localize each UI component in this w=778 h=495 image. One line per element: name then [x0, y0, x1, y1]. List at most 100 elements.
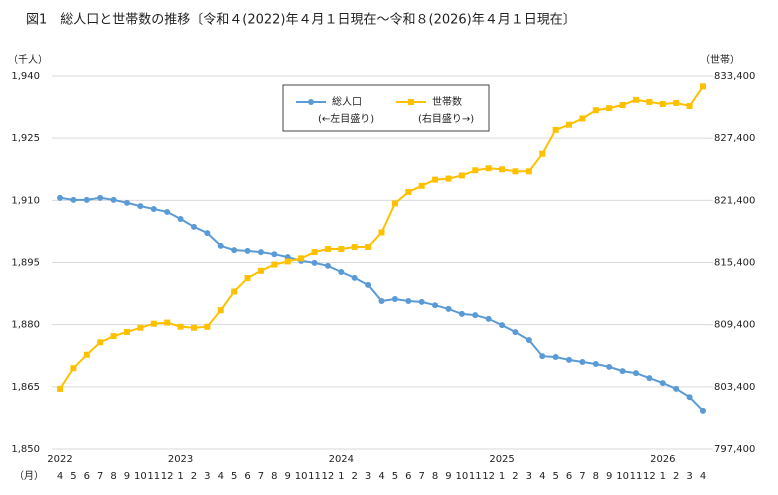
x-tick-label: 4 [57, 471, 63, 482]
year-label: 2023 [168, 454, 193, 465]
marker [405, 189, 412, 196]
marker [324, 262, 331, 269]
y2-tick-label: 797,400 [714, 444, 755, 455]
marker [458, 172, 465, 179]
marker [539, 353, 546, 360]
marker [244, 247, 251, 254]
marker [110, 196, 117, 203]
x-tick-label: 11 [469, 471, 482, 482]
marker [606, 105, 613, 112]
x-tick-label: 5 [70, 471, 76, 482]
marker [472, 167, 479, 174]
marker [633, 96, 640, 103]
marker [271, 251, 278, 258]
legend-note: (←左目盛り) [318, 112, 374, 125]
x-tick-label: 2 [512, 471, 518, 482]
marker [485, 165, 492, 172]
marker [418, 182, 425, 189]
marker [177, 323, 184, 330]
legend-marker [408, 99, 414, 105]
y2-unit: （世帯） [700, 53, 740, 66]
y-tick-label: 1,850 [11, 444, 40, 455]
marker [338, 246, 345, 253]
y2-tick-label: 833,400 [714, 71, 755, 82]
x-tick-label: 8 [432, 471, 438, 482]
legend-label: 総人口 [332, 95, 362, 108]
marker [673, 99, 680, 106]
marker [311, 259, 318, 266]
marker [512, 329, 519, 336]
x-tick-label: 10 [295, 471, 308, 482]
marker [97, 339, 104, 346]
marker [659, 100, 666, 107]
x-tick-label: 3 [365, 471, 371, 482]
marker [686, 103, 693, 110]
legend-marker [308, 99, 314, 105]
legend-note: (右目盛り→) [418, 112, 474, 125]
marker [525, 168, 532, 175]
marker [298, 255, 305, 262]
marker [499, 166, 506, 173]
y2-tick-label: 809,400 [714, 320, 755, 331]
marker [70, 365, 77, 372]
marker [150, 206, 157, 213]
x-tick-label: 9 [124, 471, 130, 482]
marker [472, 312, 479, 319]
marker [391, 295, 398, 302]
x-tick-label: 1 [660, 471, 666, 482]
x-unit: （月） [14, 470, 44, 482]
marker [57, 194, 63, 201]
marker [70, 196, 77, 203]
x-tick-label: 4 [539, 471, 545, 482]
marker [83, 196, 90, 203]
marker [432, 302, 439, 309]
year-label: 2024 [329, 454, 354, 465]
y-unit: （千人） [8, 54, 48, 66]
marker [190, 324, 197, 331]
x-tick-label: 3 [686, 471, 692, 482]
marker [378, 298, 385, 305]
marker [57, 385, 63, 392]
y-tick-label: 1,925 [11, 133, 40, 144]
marker [137, 203, 144, 210]
marker [231, 288, 238, 295]
marker [351, 243, 358, 250]
year-label: 2026 [650, 454, 675, 465]
marker [566, 121, 573, 128]
x-tick-label: 4 [378, 471, 384, 482]
marker [257, 267, 264, 274]
marker [365, 281, 372, 288]
marker [633, 370, 640, 377]
marker [217, 242, 224, 249]
marker [204, 323, 211, 330]
y2-tick-label: 821,400 [714, 195, 755, 206]
marker [405, 298, 412, 305]
x-tick-label: 12 [643, 471, 656, 482]
x-tick-label: 7 [579, 471, 585, 482]
marker [512, 168, 519, 175]
legend-box [282, 84, 490, 132]
chart-title: 図1 総人口と世帯数の推移〔令和４(2022)年４月１日現在～令和８(2026)… [26, 13, 576, 28]
x-tick-label: 1 [499, 471, 505, 482]
marker [164, 319, 171, 326]
x-tick-label: 4 [700, 471, 706, 482]
year-label: 2025 [489, 454, 514, 465]
marker [606, 363, 613, 370]
marker [391, 200, 398, 207]
x-tick-label: 8 [593, 471, 599, 482]
marker [137, 324, 144, 331]
marker [579, 115, 586, 122]
x-tick-label: 5 [231, 471, 237, 482]
marker [338, 269, 345, 276]
x-tick-label: 9 [285, 471, 291, 482]
x-tick-label: 5 [552, 471, 558, 482]
x-tick-label: 1 [177, 471, 183, 482]
marker [284, 258, 291, 265]
marker [244, 275, 251, 282]
x-tick-label: 6 [405, 471, 411, 482]
marker [365, 243, 372, 250]
x-tick-label: 8 [110, 471, 116, 482]
x-tick-label: 11 [630, 471, 643, 482]
x-tick-label: 6 [244, 471, 250, 482]
